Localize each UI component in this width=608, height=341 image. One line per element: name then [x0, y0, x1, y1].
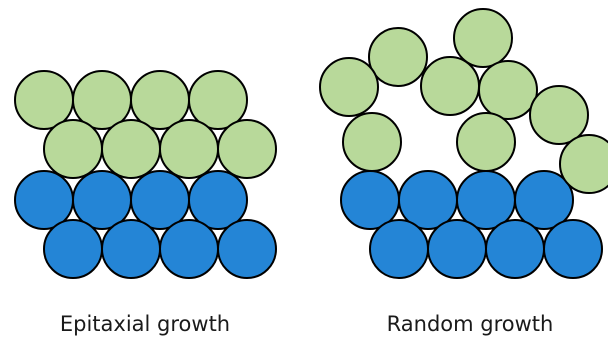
epitaxial-growth-panel: [14, 70, 277, 279]
overlayer-atom: [217, 119, 277, 179]
substrate-atom: [217, 219, 277, 279]
substrate-atom: [43, 219, 103, 279]
caption-epitaxial-growth: Epitaxial growth: [59, 312, 231, 336]
overlayer-atom: [456, 112, 516, 172]
substrate-atom: [159, 219, 219, 279]
caption-random-growth: Random growth: [386, 312, 554, 336]
overlayer-atom: [368, 27, 428, 87]
substrate-atom: [485, 219, 545, 279]
random-growth-panel: [319, 8, 608, 279]
overlayer-atom: [529, 85, 589, 145]
overlayer-atom: [478, 60, 538, 120]
substrate-atom: [188, 170, 248, 230]
overlayer-atom: [559, 134, 608, 194]
overlayer-atom: [453, 8, 513, 68]
substrate-atom: [514, 170, 574, 230]
substrate-atom: [101, 219, 161, 279]
overlayer-atom: [43, 119, 103, 179]
overlayer-atom: [159, 119, 219, 179]
random-overlayer: [319, 8, 608, 194]
random-substrate-layer: [340, 170, 603, 279]
overlayer-atom: [188, 70, 248, 130]
epitaxial-overlayer: [14, 70, 277, 179]
overlayer-atom: [420, 56, 480, 116]
overlayer-atom: [319, 57, 379, 117]
overlayer-atom: [342, 112, 402, 172]
substrate-atom: [369, 219, 429, 279]
overlayer-atom: [101, 119, 161, 179]
substrate-atom: [427, 219, 487, 279]
epitaxial-substrate-layer: [14, 170, 277, 279]
substrate-atom: [543, 219, 603, 279]
